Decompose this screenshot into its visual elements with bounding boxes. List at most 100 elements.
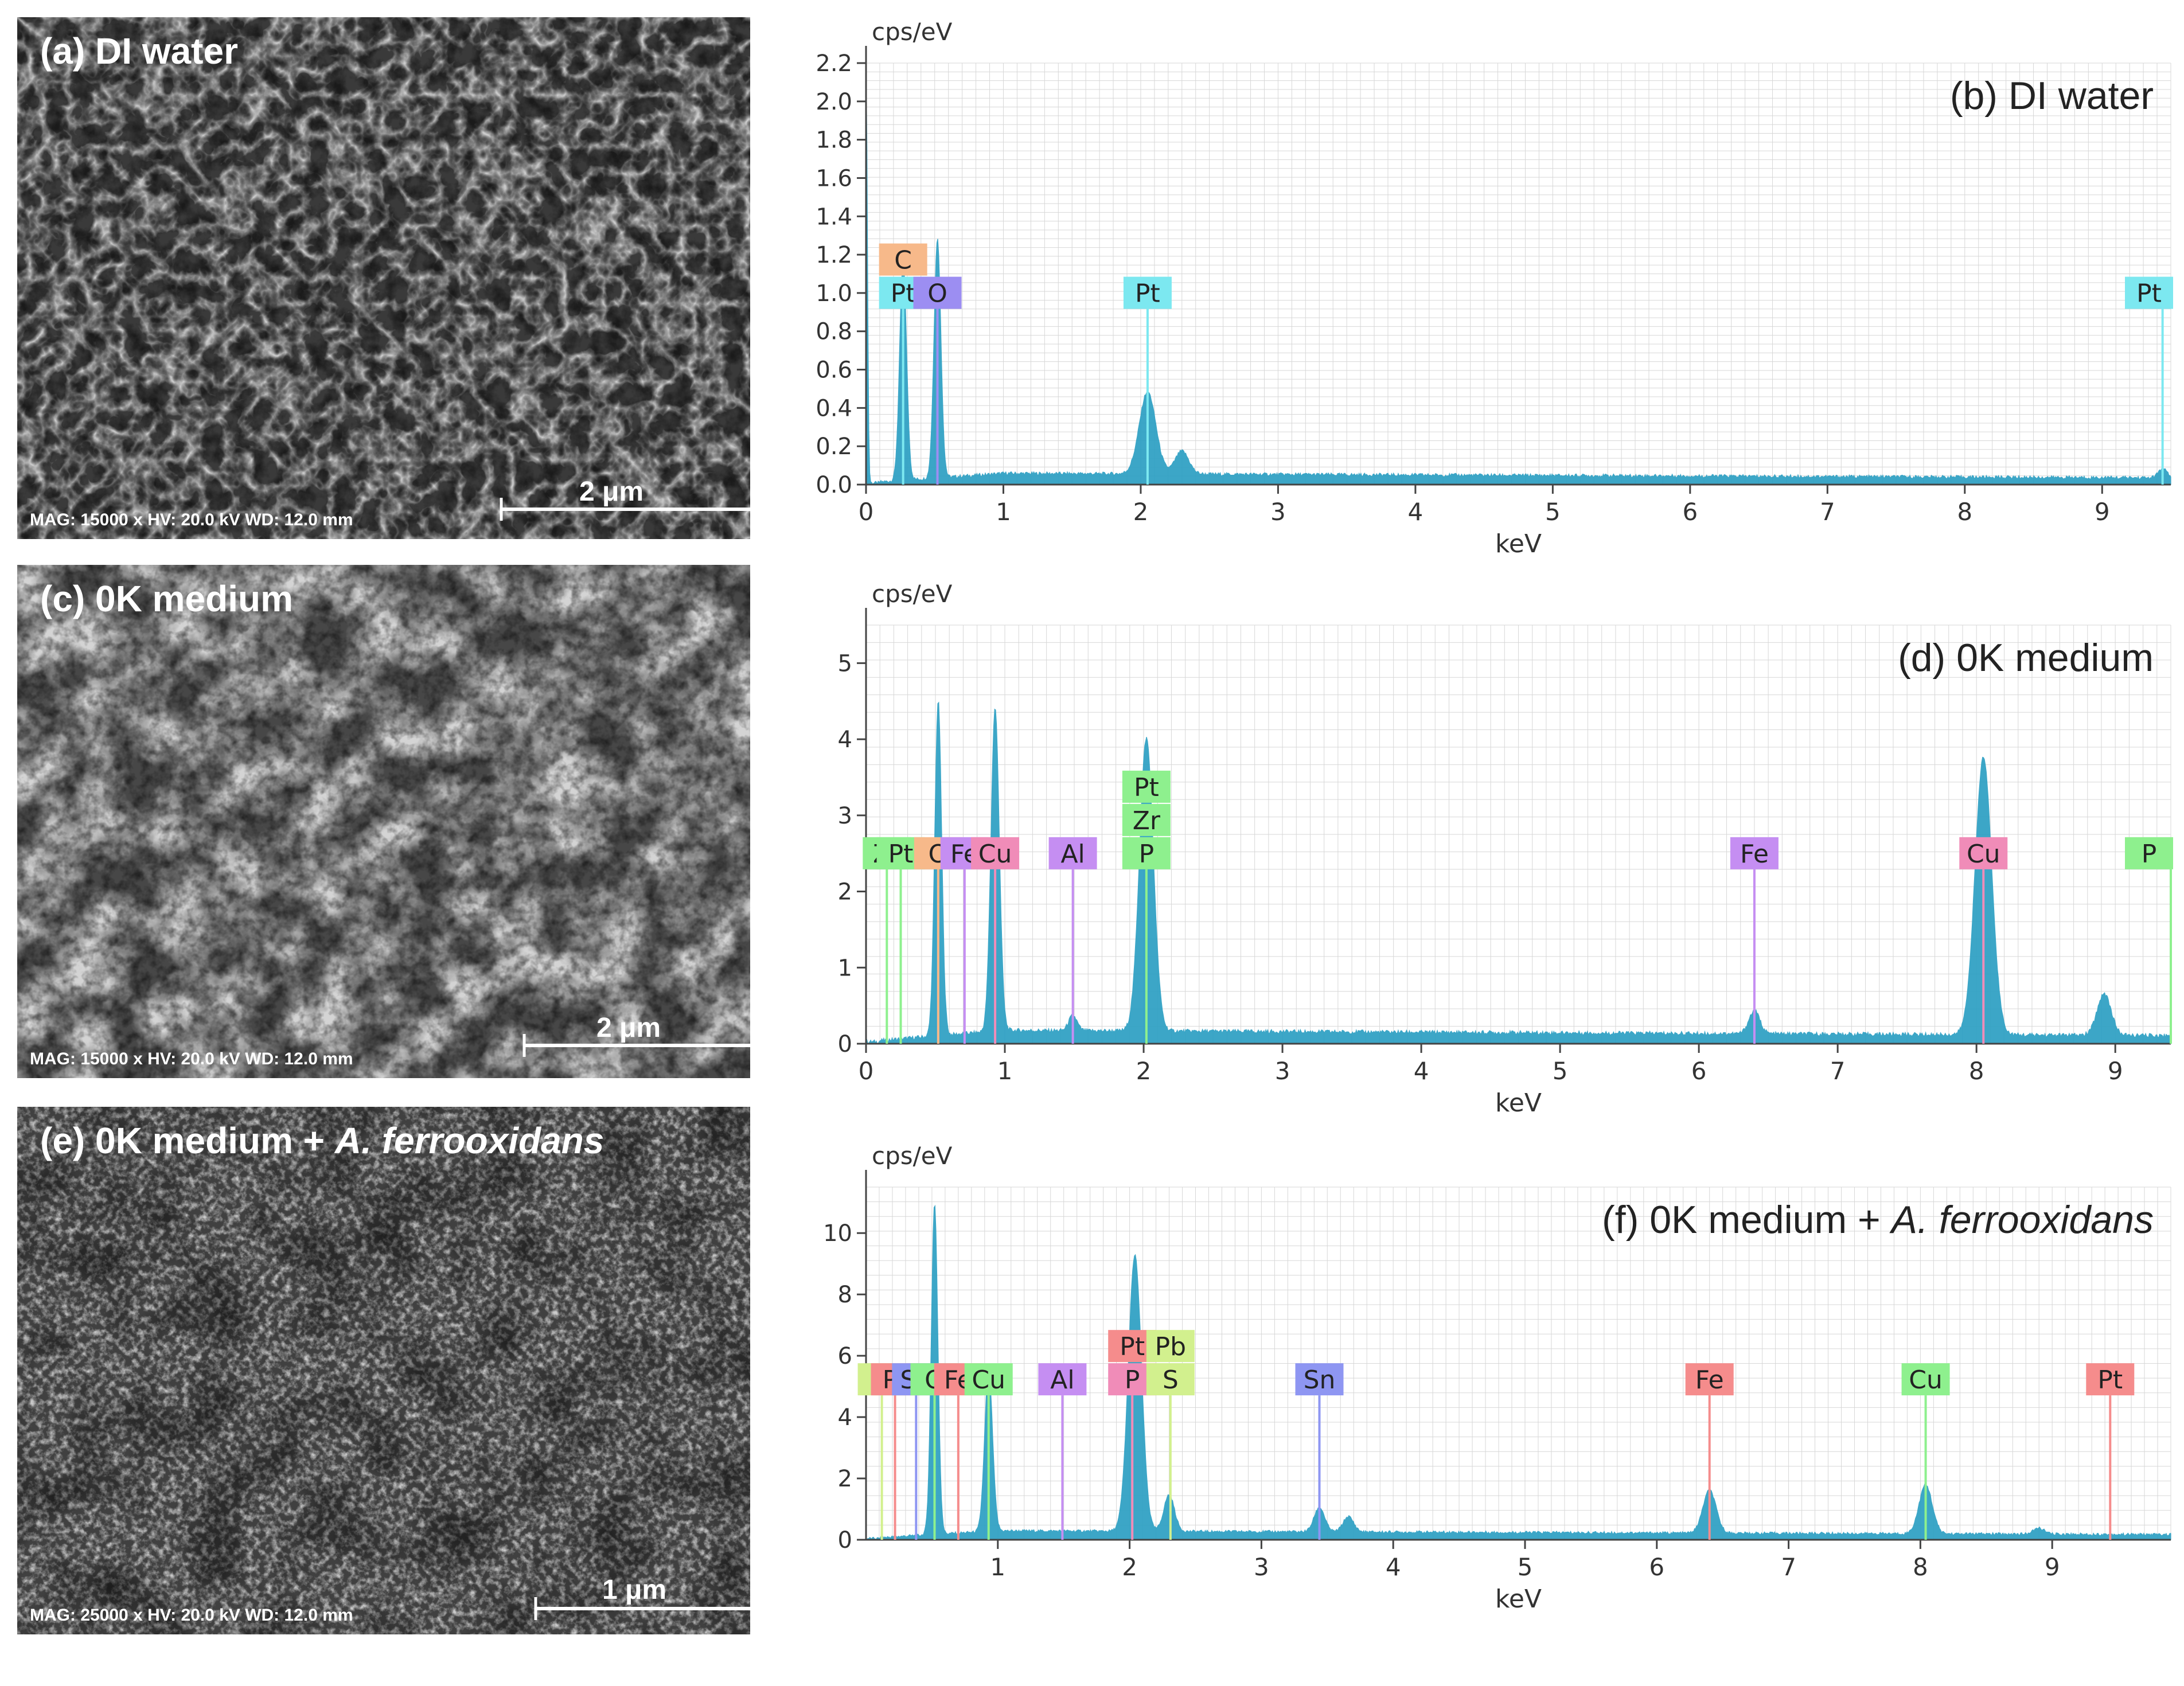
- element-label: Pt: [2136, 279, 2162, 309]
- element-label: O: [927, 279, 947, 309]
- x-tick-label: 2: [1122, 1553, 1137, 1581]
- sem-image-c: [17, 565, 750, 1078]
- x-tick-label: 1: [990, 1553, 1005, 1581]
- element-label-box: [1122, 803, 1171, 836]
- sem-panel-title: (c) 0K medium: [40, 578, 293, 619]
- element-label: Pt: [1135, 279, 1160, 309]
- y-tick-label: 1.4: [816, 204, 852, 230]
- element-label: Pb: [1155, 1332, 1186, 1361]
- spectrum-title: (d) 0K medium: [1898, 636, 2154, 680]
- element-label-box: [1122, 837, 1171, 869]
- sem-image-a: [17, 17, 750, 539]
- element-label-box: [1123, 276, 1172, 309]
- scale-bar: [500, 498, 750, 521]
- y-tick-label: 1.8: [816, 127, 852, 154]
- element-label-box: [2086, 1363, 2135, 1396]
- element-label: Fe: [1740, 840, 1769, 869]
- element-label-box: [1146, 1363, 1195, 1396]
- x-axis-label: keV: [1495, 1088, 1542, 1118]
- spectrum-title: (b) DI water: [1950, 74, 2154, 118]
- element-label: Sn: [1304, 1365, 1336, 1395]
- y-tick-label: 2.2: [816, 50, 852, 77]
- element-label-box: [2125, 276, 2173, 309]
- sem-panel-e: (e) 0K medium + A. ferrooxidans MAG: 250…: [17, 1107, 750, 1634]
- element-label: P: [2142, 840, 2157, 869]
- x-tick-label: 9: [2108, 1057, 2123, 1085]
- x-tick-label: 1: [996, 498, 1011, 526]
- y-tick-label: 0.4: [816, 395, 852, 422]
- scale-bar-label: 2 μm: [596, 1013, 661, 1043]
- x-tick-label: 5: [1518, 1553, 1533, 1581]
- y-axis-label: cps/eV: [872, 580, 953, 608]
- sem-acquisition-info: MAG: 15000 x HV: 20.0 kV WD: 12.0 mm: [30, 1049, 353, 1068]
- element-label: P: [1139, 840, 1155, 869]
- spectrum-title-text: (b) DI water: [1950, 74, 2154, 118]
- element-label-box: [1730, 837, 1779, 869]
- spectrum-title-text: (f) 0K medium +: [1602, 1198, 1891, 1242]
- x-tick-label: 6: [1649, 1553, 1664, 1581]
- y-tick-label: 1: [838, 955, 852, 981]
- sem-panel-title: (e) 0K medium + A. ferrooxidans: [40, 1120, 604, 1161]
- x-tick-label: 6: [1682, 498, 1698, 526]
- x-tick-label: 8: [1957, 498, 1972, 526]
- x-tick-label: 5: [1553, 1057, 1568, 1085]
- x-tick-label: 7: [1830, 1057, 1846, 1085]
- element-label: C: [894, 246, 912, 275]
- element-label: Cu: [1909, 1365, 1943, 1395]
- element-label: Pt: [1120, 1332, 1145, 1361]
- y-tick-label: 0.8: [816, 319, 852, 345]
- x-tick-label: 0: [859, 498, 874, 526]
- x-tick-label: 8: [1969, 1057, 1984, 1085]
- eds-spectrum-f: 1 2 3 4 5 6 7 8 9 0 2 4 6 8 10 cps/eV keV (f) 0K medium +…: [823, 1142, 2171, 1614]
- spectrum-title-italic: A. ferrooxidans: [1889, 1198, 2154, 1242]
- spectrum-title: (f) 0K medium + A. ferrooxidans: [1602, 1198, 2154, 1242]
- y-tick-label: 4: [838, 727, 852, 753]
- element-label: Pt: [888, 840, 914, 869]
- y-tick-label: 4: [838, 1404, 852, 1431]
- element-label: Cu: [978, 840, 1012, 869]
- scale-bar: [534, 1597, 750, 1620]
- element-label-box: [971, 837, 1020, 869]
- element-label: S: [1163, 1365, 1179, 1395]
- scale-bar: [522, 1034, 750, 1057]
- element-label-box: [1685, 1363, 1734, 1396]
- x-tick-label: 3: [1254, 1553, 1269, 1581]
- sem-panel-c: (c) 0K medium MAG: 15000 x HV: 20.0 kV W…: [17, 565, 750, 1078]
- y-tick-label: 1.2: [816, 242, 852, 268]
- y-tick-label: 0.0: [816, 472, 852, 498]
- element-label: Pt: [1134, 773, 1159, 802]
- element-label-box: [1048, 837, 1097, 869]
- element-label-box: [1295, 1363, 1344, 1396]
- sem-acquisition-info: MAG: 15000 x HV: 20.0 kV WD: 12.0 mm: [30, 510, 353, 529]
- element-label-box: [1122, 770, 1171, 803]
- sem-panel-a: (a) DI water MAG: 15000 x HV: 20.0 kV WD…: [17, 17, 750, 539]
- element-label: Al: [1060, 840, 1085, 869]
- y-axis-label: cps/eV: [872, 18, 953, 46]
- x-tick-label: 3: [1275, 1057, 1290, 1085]
- spectrum-trace: [865, 63, 2171, 485]
- y-tick-label: 10: [823, 1220, 852, 1247]
- element-label-box: [1038, 1363, 1087, 1396]
- element-label-box: [879, 243, 927, 276]
- y-axis-label: cps/eV: [872, 1142, 953, 1170]
- x-tick-label: 4: [1386, 1553, 1401, 1581]
- element-label-box: [913, 276, 962, 309]
- element-label-box: [2125, 837, 2173, 869]
- x-axis-label: keV: [1495, 529, 1542, 559]
- scale-bar-label: 1 μm: [602, 1575, 667, 1605]
- element-label: P: [1125, 1365, 1140, 1395]
- y-tick-label: 6: [838, 1343, 852, 1369]
- element-label: Fe: [1695, 1365, 1724, 1395]
- y-tick-label: 0: [838, 1031, 852, 1057]
- eds-spectrum-b: 0 1 2 3 4 5 6 7 8 9 0.0 0.2 0.4 0.6 0.8 1.0 1.2 1.4 1.6 1.8…: [816, 18, 2173, 559]
- spectrum-trace: [865, 701, 2171, 1044]
- x-tick-label: 5: [1545, 498, 1561, 526]
- x-tick-label: 1: [997, 1057, 1013, 1085]
- x-tick-label: 4: [1414, 1057, 1429, 1085]
- x-tick-label: 8: [1913, 1553, 1928, 1581]
- element-label-box: [1901, 1363, 1950, 1396]
- y-tick-label: 5: [838, 650, 852, 677]
- element-label: Cu: [1967, 840, 2000, 869]
- x-tick-label: 2: [1136, 1057, 1152, 1085]
- y-tick-label: 2: [838, 1466, 852, 1492]
